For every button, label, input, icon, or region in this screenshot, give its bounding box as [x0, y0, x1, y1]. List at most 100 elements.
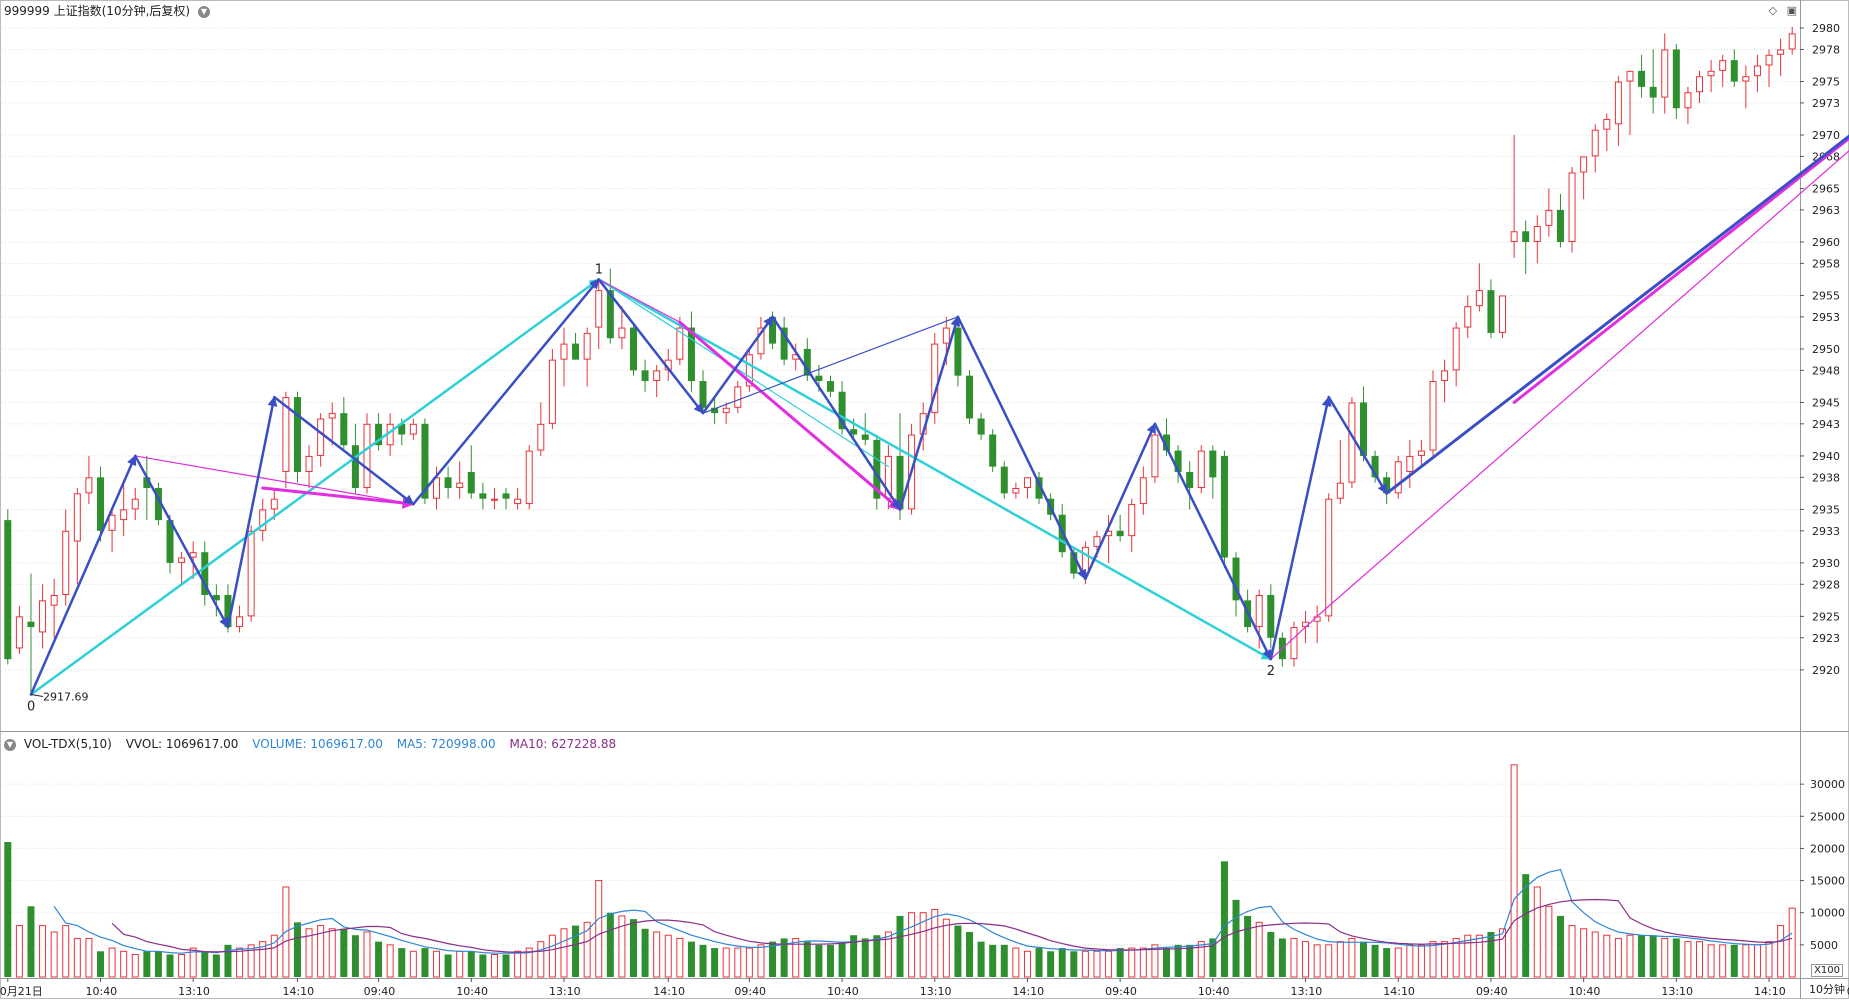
volume-bar-up [1394, 947, 1402, 978]
candle-body-down [27, 621, 35, 628]
volume-bar-up [1580, 928, 1588, 978]
volume-bar-down [143, 951, 151, 977]
candle-body-up [722, 407, 730, 414]
price-tick-label: 2935 [1812, 503, 1840, 516]
candle-body-up [1255, 594, 1263, 628]
candle-body-down [954, 327, 962, 376]
volume-bar-up [1777, 925, 1785, 978]
volume-bar-up [1023, 950, 1031, 978]
volume-bar-up [1684, 941, 1692, 978]
volume-bar-up [178, 954, 186, 978]
candle-body-down [989, 434, 997, 467]
low-price-pointer [30, 693, 44, 697]
volume-bar-up [653, 931, 661, 978]
volume-bar-up [1499, 928, 1507, 978]
volume-bar-up [85, 937, 93, 978]
volume-bar-down [606, 912, 614, 977]
time-tick-label: 14:10 [1012, 985, 1044, 998]
candle-body-down [1638, 70, 1646, 87]
volume-bar-down [467, 951, 475, 977]
chevron-down-icon[interactable]: ▼ [197, 5, 210, 18]
candle-body-down [1116, 530, 1124, 537]
candle-body-up [490, 498, 498, 501]
candle-body-up [1603, 118, 1611, 130]
volume-bar-down [1116, 948, 1124, 977]
candle-body-down [1186, 471, 1194, 489]
volume-bar-up [734, 947, 742, 978]
volume-bar-down [1047, 951, 1055, 977]
candle-body-down [699, 381, 707, 408]
volume-bar-down [4, 842, 12, 977]
candle-body-down [850, 429, 858, 435]
volume-bar-up [1441, 941, 1449, 978]
volume-bar-up [1302, 941, 1310, 978]
volume-bar-up [525, 947, 533, 978]
volume-bar-up [1545, 905, 1553, 978]
vol-indicator-name[interactable]: VOL-TDX(5,10) [23, 737, 112, 751]
wave-segment [227, 396, 275, 628]
chevron-down-icon[interactable]: ▼ [4, 738, 16, 751]
volume-bar-down [803, 941, 811, 977]
candle-body-up [1533, 225, 1541, 242]
wave-pivot-label: 1 [595, 262, 603, 277]
volume-bar-down [629, 919, 637, 977]
wave-segment [1385, 134, 1849, 495]
volume-bar-up [120, 950, 128, 978]
volume-bar-down [1672, 938, 1680, 977]
candle-body-down [629, 327, 637, 371]
price-tick-label: 2970 [1812, 129, 1840, 142]
volume-bar-down [1649, 935, 1657, 977]
wave-segment [1316, 149, 1849, 617]
volume-header: ▼ VOL-TDX(5,10) VVOL: 1069617.00 VOLUME:… [4, 737, 626, 751]
price-tick-label: 2973 [1812, 97, 1840, 110]
candle-body-up [1475, 290, 1483, 307]
candle-body-down [1209, 450, 1217, 478]
volume-bar-down [1174, 944, 1182, 977]
candle-body-up [1348, 402, 1356, 483]
candle-body-up [317, 418, 325, 456]
candle-body-down [1220, 455, 1228, 558]
volume-bar-up [1197, 941, 1205, 978]
price-tick-label: 2955 [1812, 289, 1840, 302]
candle-body-down [143, 477, 151, 489]
volume-bar-down [201, 951, 209, 977]
volume-bar-down [1730, 944, 1738, 977]
volume-bar-up [247, 944, 255, 978]
volume-bar-down [1070, 951, 1078, 977]
candle-body-up [560, 343, 568, 360]
candle-body-down [838, 391, 846, 430]
chart-title-text: 999999 上证指数(10分钟,后复权) [4, 4, 191, 18]
period-label[interactable]: 10分钟 [1809, 983, 1845, 996]
window-restore-icon[interactable]: ▣ [1786, 4, 1797, 17]
candle-body-up [734, 386, 742, 408]
volume-bar-down [1278, 938, 1286, 977]
candle-body-up [1128, 504, 1136, 537]
volume-bar-up [1753, 944, 1761, 978]
wave-segment [261, 486, 415, 509]
volume-bar-up [1719, 944, 1727, 978]
volume-bar-up [1696, 941, 1704, 978]
wave-segment [1270, 615, 1318, 660]
candle-body-down [421, 423, 429, 499]
wave-segment [1512, 136, 1849, 404]
candle-body-up [1580, 156, 1588, 173]
time-tick-label: 13:10 [549, 985, 581, 998]
candle-body-up [1753, 65, 1761, 77]
time-tick-label: 10:40 [1569, 985, 1601, 998]
candle-body-up [1023, 477, 1031, 489]
time-tick-label: 13:10 [920, 985, 952, 998]
candle-body-down [1649, 86, 1657, 98]
time-tick-label: 13:10 [178, 985, 210, 998]
volume-bar-down [1383, 948, 1391, 977]
volume-bar-down [873, 935, 881, 977]
candle-body-down [96, 477, 104, 531]
volume-bar-down [1209, 938, 1217, 977]
diamond-icon[interactable]: ◇ [1768, 4, 1778, 17]
volume-bar-down [1487, 932, 1495, 977]
volume-bar-down [838, 941, 846, 977]
volume-bar-up [745, 947, 753, 978]
volume-bar-up [270, 934, 278, 978]
candle-body-up [618, 327, 626, 339]
price-tick-label: 2940 [1812, 450, 1840, 463]
